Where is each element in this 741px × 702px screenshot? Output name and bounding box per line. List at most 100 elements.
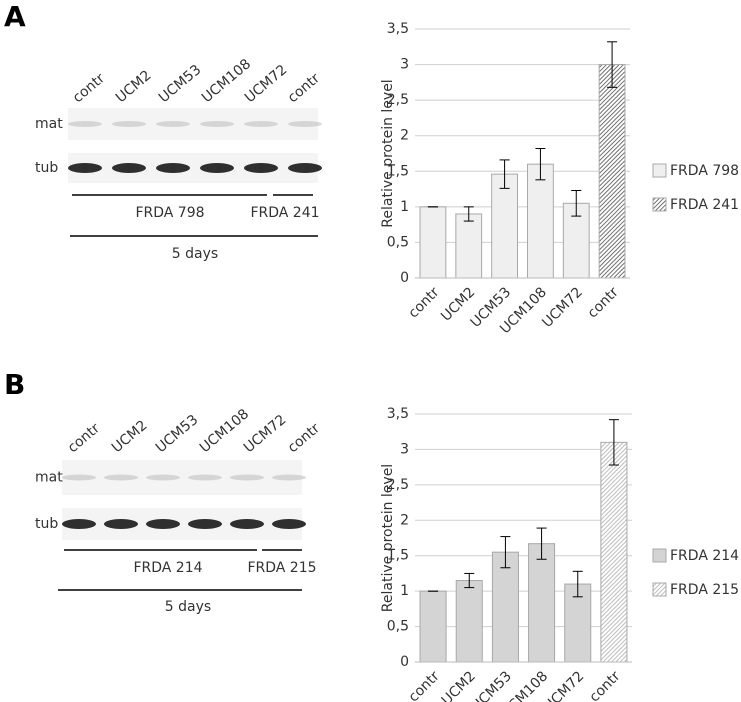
- lane-label: contr: [65, 420, 103, 456]
- bar: [419, 206, 447, 279]
- blot-strip: [68, 153, 318, 183]
- bar: [455, 213, 483, 279]
- x-tick-label: UCM72: [539, 284, 586, 331]
- band: [156, 163, 190, 173]
- duration-label: 5 days: [172, 246, 218, 262]
- y-tick-label: 0,5: [387, 619, 409, 635]
- x-tick-label: contr: [587, 668, 624, 702]
- error-bar: [464, 572, 475, 589]
- bar: [419, 590, 447, 663]
- duration-label: 5 days: [165, 599, 211, 615]
- error-bar: [500, 536, 511, 569]
- legend-label: FRDA 798: [670, 163, 739, 179]
- legend-label: FRDA 215: [670, 582, 739, 598]
- bar: [527, 163, 554, 279]
- band: [104, 519, 138, 529]
- row-label: mat: [35, 470, 63, 486]
- band: [68, 163, 102, 173]
- legend-swatch: [652, 197, 667, 212]
- band: [200, 163, 234, 173]
- group-label: FRDA 214: [133, 560, 202, 576]
- lane-label: UCM2: [109, 418, 151, 457]
- band: [112, 163, 146, 173]
- group-label: FRDA 798: [135, 205, 204, 221]
- error-bar: [499, 159, 510, 189]
- band: [288, 163, 322, 173]
- bar: [598, 64, 626, 279]
- bar: [528, 543, 556, 663]
- panel-label: B: [4, 368, 25, 401]
- band: [188, 474, 222, 481]
- bar: [491, 551, 519, 663]
- band: [272, 474, 306, 481]
- legend-swatch: [652, 548, 667, 563]
- blot-strip: [62, 508, 302, 540]
- y-tick-label: 3,5: [387, 406, 409, 422]
- band: [104, 474, 138, 481]
- y-tick-label: 2: [400, 128, 409, 144]
- y-tick-label: 0,5: [387, 234, 409, 250]
- error-bar: [572, 570, 583, 598]
- row-label: tub: [35, 516, 58, 532]
- y-tick-label: 3,5: [387, 21, 409, 37]
- y-tick-label: 2: [400, 512, 409, 528]
- x-tick-label: contr: [406, 284, 443, 321]
- y-tick-label: 1,5: [387, 163, 409, 179]
- bar: [455, 580, 483, 663]
- x-tick-label: contr: [585, 284, 622, 321]
- y-tick-label: 3: [400, 441, 409, 457]
- band: [230, 474, 264, 481]
- y-tick-label: 1: [400, 199, 409, 215]
- band: [244, 121, 278, 127]
- legend-swatch: [652, 163, 667, 178]
- lane-label: UCM53: [153, 412, 202, 456]
- error-bar: [535, 148, 546, 181]
- y-tick-label: 0: [400, 270, 409, 286]
- bar: [491, 173, 518, 279]
- legend-label: FRDA 214: [670, 548, 739, 564]
- band: [188, 519, 222, 529]
- band: [288, 121, 322, 127]
- band: [230, 519, 264, 529]
- blot-strip: [62, 460, 302, 495]
- legend-label: FRDA 241: [670, 197, 739, 213]
- y-axis-label: Relative protein level: [380, 464, 396, 612]
- group-label: FRDA 215: [247, 560, 316, 576]
- lane-label: contr: [285, 420, 323, 456]
- x-tick-label: UCM53: [468, 668, 515, 702]
- band: [62, 519, 96, 529]
- y-tick-label: 1,5: [387, 548, 409, 564]
- row-label: mat: [35, 116, 63, 132]
- lane-label: UCM53: [156, 62, 205, 106]
- lane-label: UCM2: [113, 68, 155, 107]
- band: [200, 121, 234, 127]
- y-tick-label: 1: [400, 583, 409, 599]
- lane-label: contr: [70, 70, 108, 106]
- panel-label: A: [4, 0, 26, 33]
- blot-strip: [68, 108, 318, 140]
- error-bar: [608, 419, 619, 466]
- group-label: FRDA 241: [250, 205, 319, 221]
- bar: [600, 441, 628, 663]
- x-tick-label: UCM72: [541, 668, 588, 702]
- band: [112, 121, 146, 127]
- band: [68, 121, 102, 127]
- y-tick-label: 3: [400, 57, 409, 73]
- y-tick-label: 2,5: [387, 477, 409, 493]
- band: [244, 163, 278, 173]
- y-tick-label: 2,5: [387, 92, 409, 108]
- x-tick-label: contr: [406, 668, 443, 702]
- error-bar: [536, 527, 547, 560]
- row-label: tub: [35, 160, 58, 176]
- x-tick-label: UCM2: [439, 668, 479, 702]
- error-bar: [607, 41, 618, 88]
- lane-label: contr: [285, 70, 323, 106]
- band: [62, 474, 96, 481]
- y-axis-label: Relative protein level: [380, 79, 396, 227]
- error-bar: [571, 189, 582, 217]
- error-bar: [463, 206, 474, 222]
- band: [146, 519, 180, 529]
- band: [146, 474, 180, 481]
- legend-swatch: [652, 582, 667, 597]
